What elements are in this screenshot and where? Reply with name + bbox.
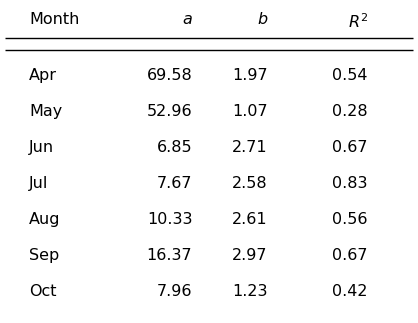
Text: Month: Month	[29, 12, 80, 27]
Text: Jul: Jul	[29, 176, 48, 191]
Text: 69.58: 69.58	[147, 68, 192, 83]
Text: 2.97: 2.97	[232, 248, 268, 263]
Text: 2.61: 2.61	[232, 212, 268, 227]
Text: 0.83: 0.83	[332, 176, 368, 191]
Text: 2.71: 2.71	[232, 140, 268, 155]
Text: 1.07: 1.07	[232, 104, 268, 119]
Text: $R^2$: $R^2$	[348, 12, 368, 31]
Text: 10.33: 10.33	[147, 212, 192, 227]
Text: 0.67: 0.67	[332, 248, 368, 263]
Text: Oct: Oct	[29, 284, 57, 299]
Text: 0.56: 0.56	[332, 212, 368, 227]
Text: Apr: Apr	[29, 68, 57, 83]
Text: 2.58: 2.58	[232, 176, 268, 191]
Text: 0.28: 0.28	[332, 104, 368, 119]
Text: 0.67: 0.67	[332, 140, 368, 155]
Text: 52.96: 52.96	[147, 104, 192, 119]
Text: 0.42: 0.42	[332, 284, 368, 299]
Text: a: a	[183, 12, 192, 27]
Text: 0.54: 0.54	[332, 68, 368, 83]
Text: Sep: Sep	[29, 248, 59, 263]
Text: 1.97: 1.97	[232, 68, 268, 83]
Text: Jun: Jun	[29, 140, 54, 155]
Text: 16.37: 16.37	[147, 248, 192, 263]
Text: 6.85: 6.85	[157, 140, 192, 155]
Text: 1.23: 1.23	[232, 284, 268, 299]
Text: 7.96: 7.96	[157, 284, 192, 299]
Text: 7.67: 7.67	[157, 176, 192, 191]
Text: b: b	[257, 12, 268, 27]
Text: Aug: Aug	[29, 212, 61, 227]
Text: May: May	[29, 104, 63, 119]
